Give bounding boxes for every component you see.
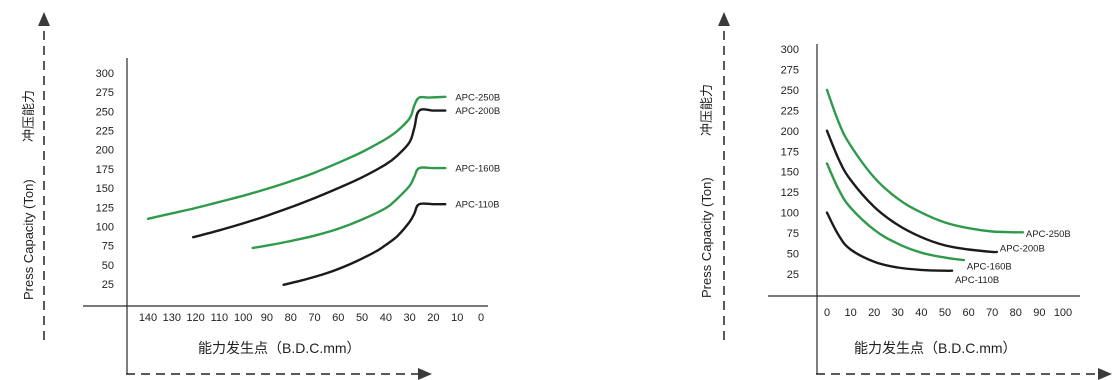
series-labels: APC-250B APC-200B APC-160B APC-110B [455,92,500,210]
x-tick-label: 10 [451,312,463,324]
y-axis-title-en: Press Capacity (Ton) [21,179,36,300]
x-tick-label: 70 [308,312,320,324]
y-axis-title-cn: 冲压能力 [699,84,714,136]
y-tick-label: 275 [96,87,114,99]
x-tick-label: 20 [427,312,439,324]
y-axis-title-en: Press Capacity (Ton) [699,177,714,298]
y-tick-label: 200 [96,145,114,157]
y-tick-labels: 300 275 250 225 200 175 150 125 100 75 50 25 [96,68,114,291]
x-tick-label: 30 [892,307,904,319]
y-tick-labels: 300 275 250 225 200 175 150 125 100 75 50 25 [781,44,799,281]
x-tick-label: 100 [1054,307,1072,319]
x-tick-label: 70 [986,307,998,319]
x-tick-label: 0 [478,312,484,324]
outer-x-arrowhead [418,368,432,380]
y-tick-label: 150 [781,167,799,179]
x-tick-label: 80 [285,312,297,324]
y-tick-label: 250 [781,85,799,97]
x-tick-label: 80 [1010,307,1022,319]
x-tick-label: 100 [234,312,252,324]
x-tick-label: 60 [332,312,344,324]
y-tick-label: 300 [781,44,799,56]
x-tick-label: 20 [868,307,880,319]
x-tick-label: 120 [186,312,204,324]
series-labels: APC-250B APC-200B APC-160B APC-110B [955,229,1071,286]
y-tick-label: 125 [96,202,114,214]
outer-x-arrowhead [1098,368,1112,380]
x-tick-label: 50 [356,312,368,324]
x-tick-label: 10 [844,307,856,319]
x-tick-label: 0 [824,307,830,319]
chart-right: Press Capacity (Ton) 冲压能力 能力发生点（B.D.C.mm… [699,12,1112,380]
x-tick-label: 130 [163,312,181,324]
series-line-apc-160b [825,162,966,262]
series-line-apc-200b [192,108,447,239]
series-lines [146,95,447,286]
y-tick-label: 25 [102,279,114,291]
y-tick-label: 275 [781,64,799,76]
y-tick-label: 75 [787,228,799,240]
x-tick-label: 30 [404,312,416,324]
outer-y-arrowhead [38,12,50,26]
chart-left: Press Capacity (Ton) 冲压能力 能力发生点（B.D.C.mm… [21,12,500,380]
y-tick-label: 150 [96,183,114,195]
y-axis-title-cn: 冲压能力 [21,90,36,142]
x-tick-labels: 140 130 120 110 100 90 80 70 60 50 40 30 20 10 0 [139,312,484,324]
series-line-apc-250b [146,95,447,220]
y-tick-label: 75 [102,241,114,253]
x-axis-title: 能力发生点（B.D.C.mm） [854,340,1017,356]
series-lines [825,88,1025,272]
x-tick-label: 40 [380,312,392,324]
x-tick-label: 50 [939,307,951,319]
y-tick-label: 100 [781,208,799,220]
y-tick-label: 225 [96,126,114,138]
outer-y-arrowhead [718,12,730,26]
series-label-apc-160b: APC-160B [455,164,500,175]
series-line-apc-110b [282,202,447,286]
series-line-apc-110b [825,211,954,272]
x-tick-label: 40 [915,307,927,319]
series-label-apc-200b: APC-200B [455,106,500,117]
series-label-apc-250b: APC-250B [455,92,500,103]
y-tick-label: 300 [96,68,114,80]
x-tick-label: 110 [211,312,229,324]
y-tick-label: 175 [781,146,799,158]
x-axis-title: 能力发生点（B.D.C.mm） [198,340,361,356]
series-label-apc-160b: APC-160B [967,262,1012,273]
y-tick-label: 125 [781,187,799,199]
y-tick-label: 50 [787,249,799,261]
y-tick-label: 100 [96,221,114,233]
y-tick-label: 225 [781,105,799,117]
y-tick-label: 175 [96,164,114,176]
series-label-apc-110b: APC-110B [455,200,499,211]
x-tick-label: 90 [261,312,273,324]
series-label-apc-200b: APC-200B [1000,243,1045,254]
y-tick-label: 200 [781,126,799,138]
y-tick-label: 25 [787,269,799,281]
series-line-apc-200b [825,129,999,254]
x-tick-labels: 0 10 20 30 40 50 60 70 80 90 100 [824,307,1072,319]
series-line-apc-160b [251,166,447,250]
series-line-apc-250b [825,88,1025,234]
y-tick-label: 50 [102,260,114,272]
series-label-apc-250b: APC-250B [1026,229,1071,240]
x-tick-label: 90 [1033,307,1045,319]
x-tick-label: 140 [139,312,157,324]
y-tick-label: 250 [96,106,114,118]
series-label-apc-110b: APC-110B [955,275,999,286]
x-tick-label: 60 [962,307,974,319]
